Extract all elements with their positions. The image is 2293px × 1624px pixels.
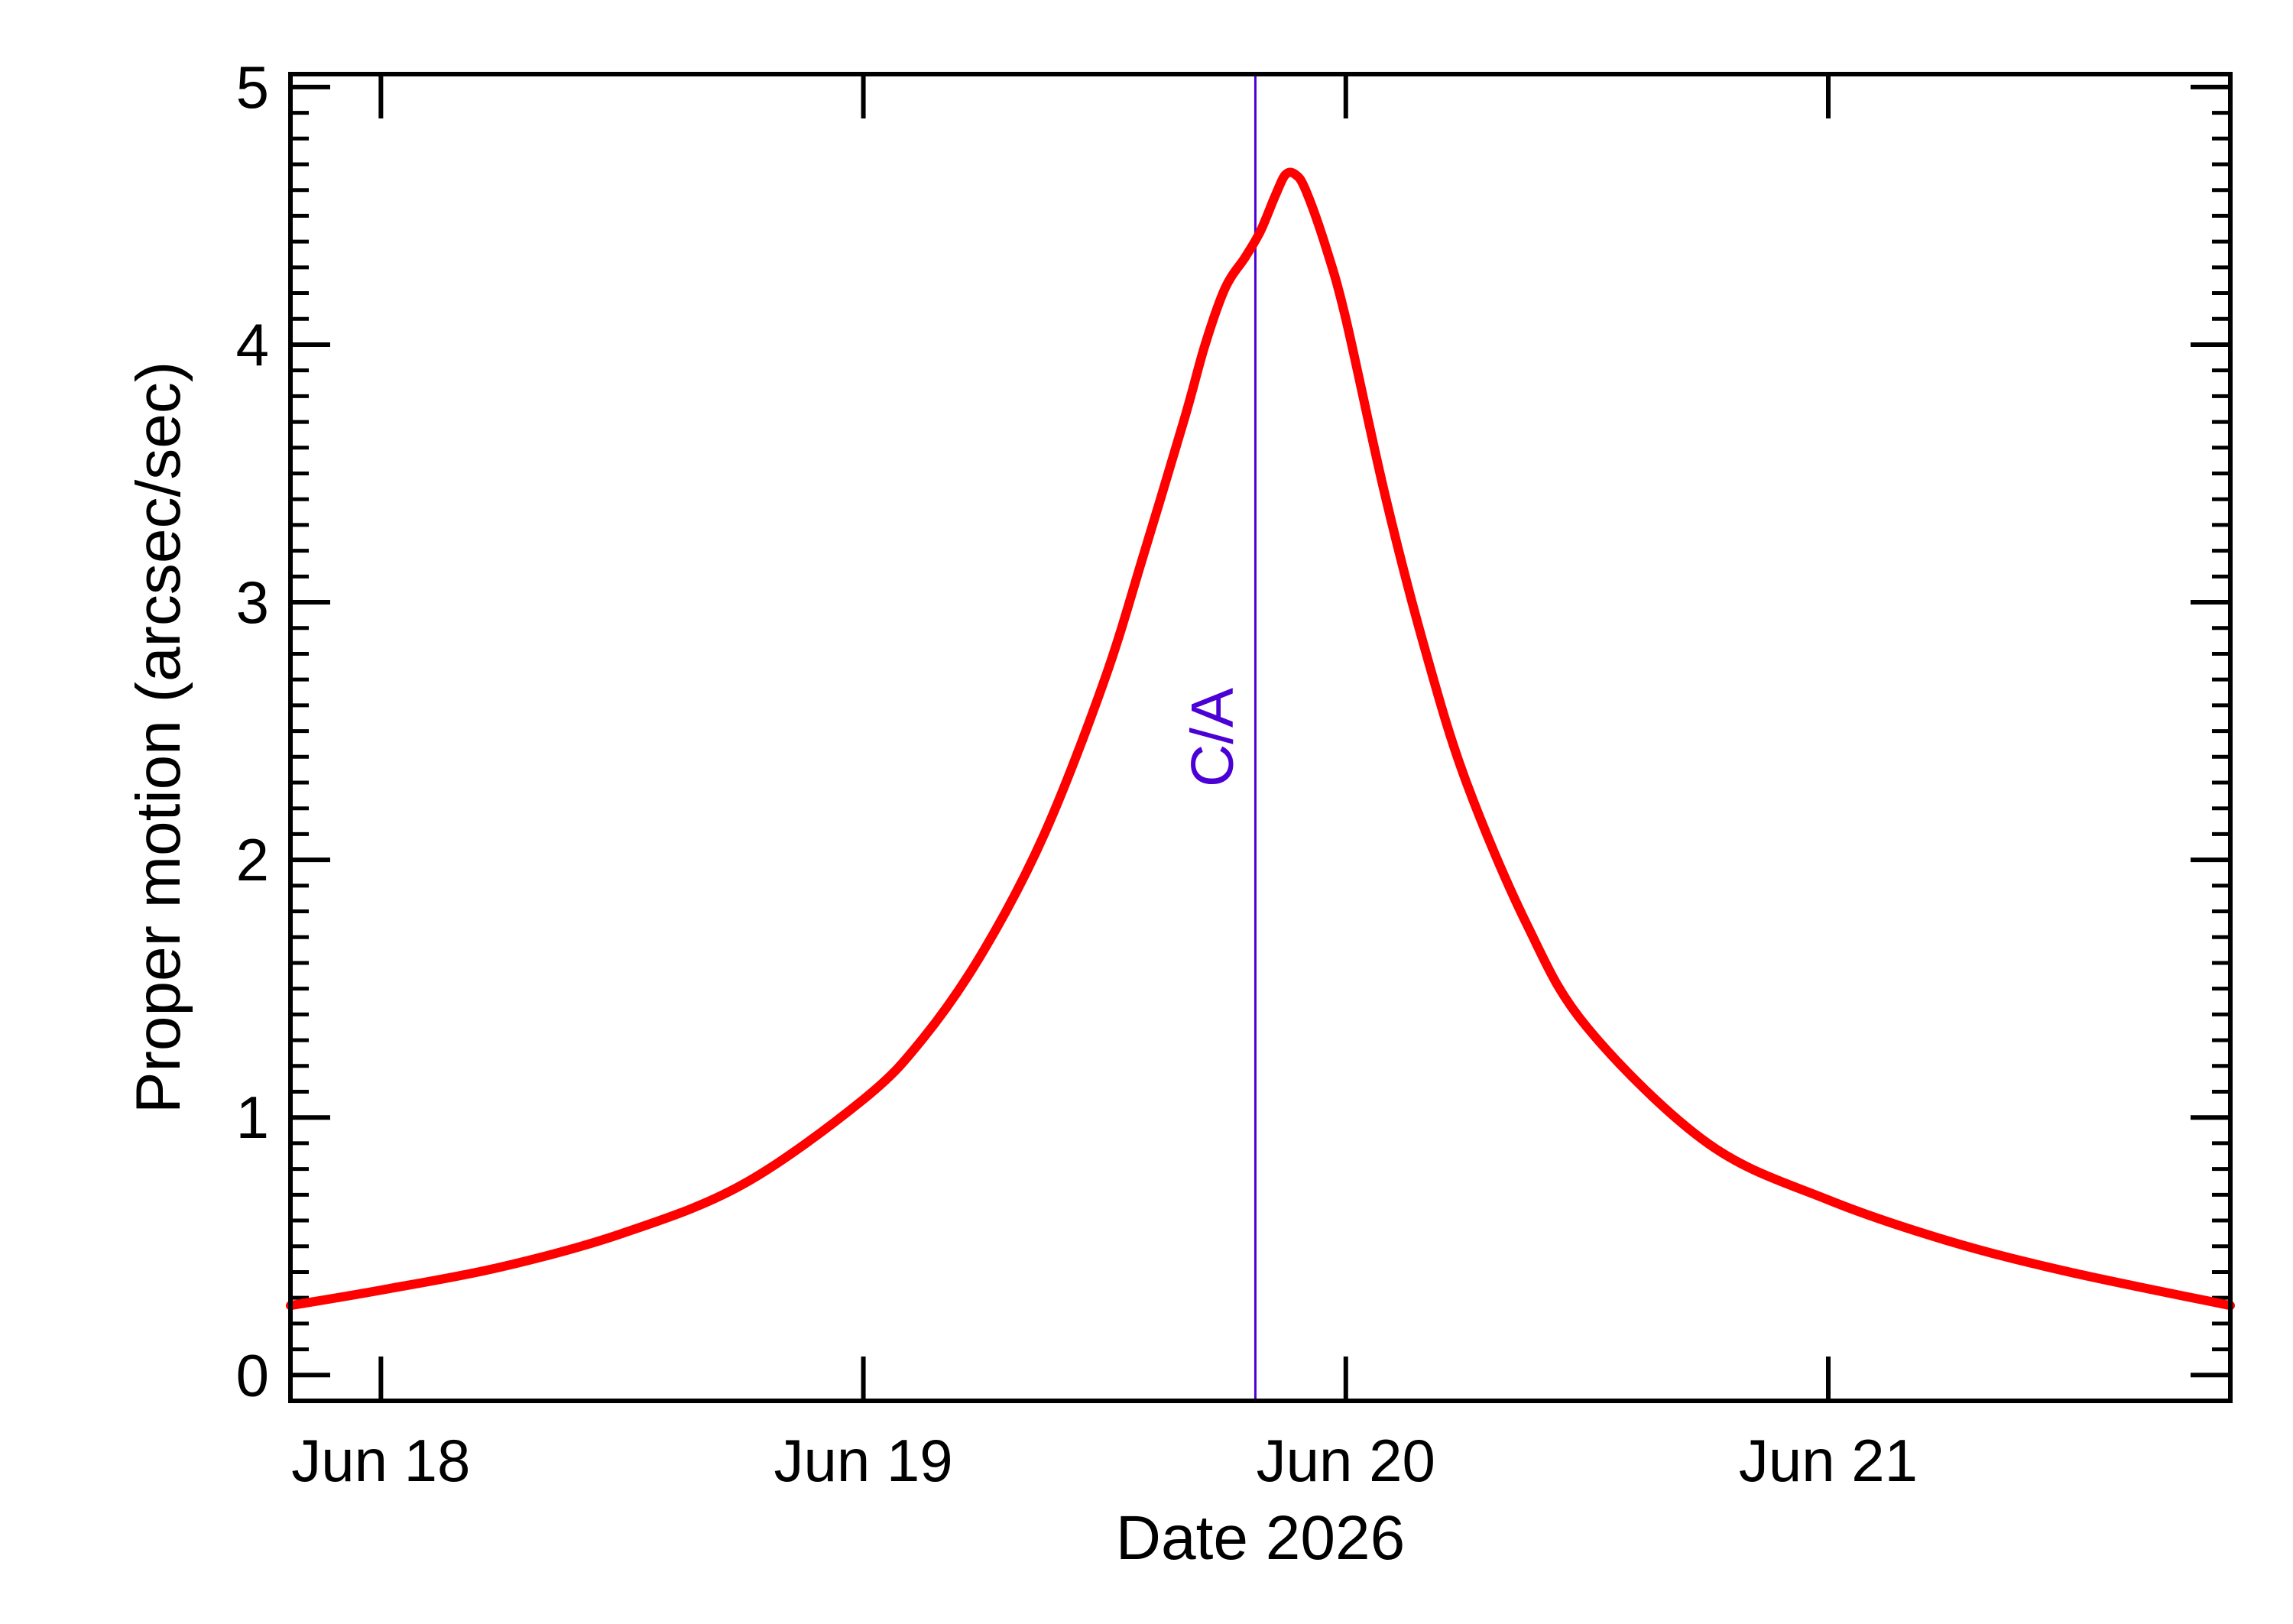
x-axis-title: Date 2026 [1116,1503,1405,1573]
x-tick-label: Jun 19 [774,1427,952,1494]
proper-motion-series-line [286,167,2235,1311]
y-axis-title: Proper motion (arcsec/sec) [124,361,193,1113]
y-tick-label: 3 [236,569,269,636]
y-tick-label: 4 [236,311,269,378]
closest-approach-label: C/A [1178,688,1245,787]
y-tick-label: 5 [236,53,269,121]
minor-ticks [290,111,2230,1403]
x-tick-labels: Jun 18 Jun 19 Jun 20 Jun 21 [291,1427,1918,1494]
x-tick-label: Jun 20 [1257,1427,1435,1494]
y-tick-label: 2 [236,826,269,893]
y-tick-labels: 0 1 2 3 4 5 [236,53,269,1408]
major-ticks [290,74,2230,1401]
y-tick-label: 0 [236,1341,269,1408]
x-tick-label: Jun 18 [291,1427,470,1494]
plot-frame [288,72,2233,1403]
x-tick-label: Jun 21 [1739,1427,1918,1494]
y-tick-label: 1 [236,1084,269,1151]
